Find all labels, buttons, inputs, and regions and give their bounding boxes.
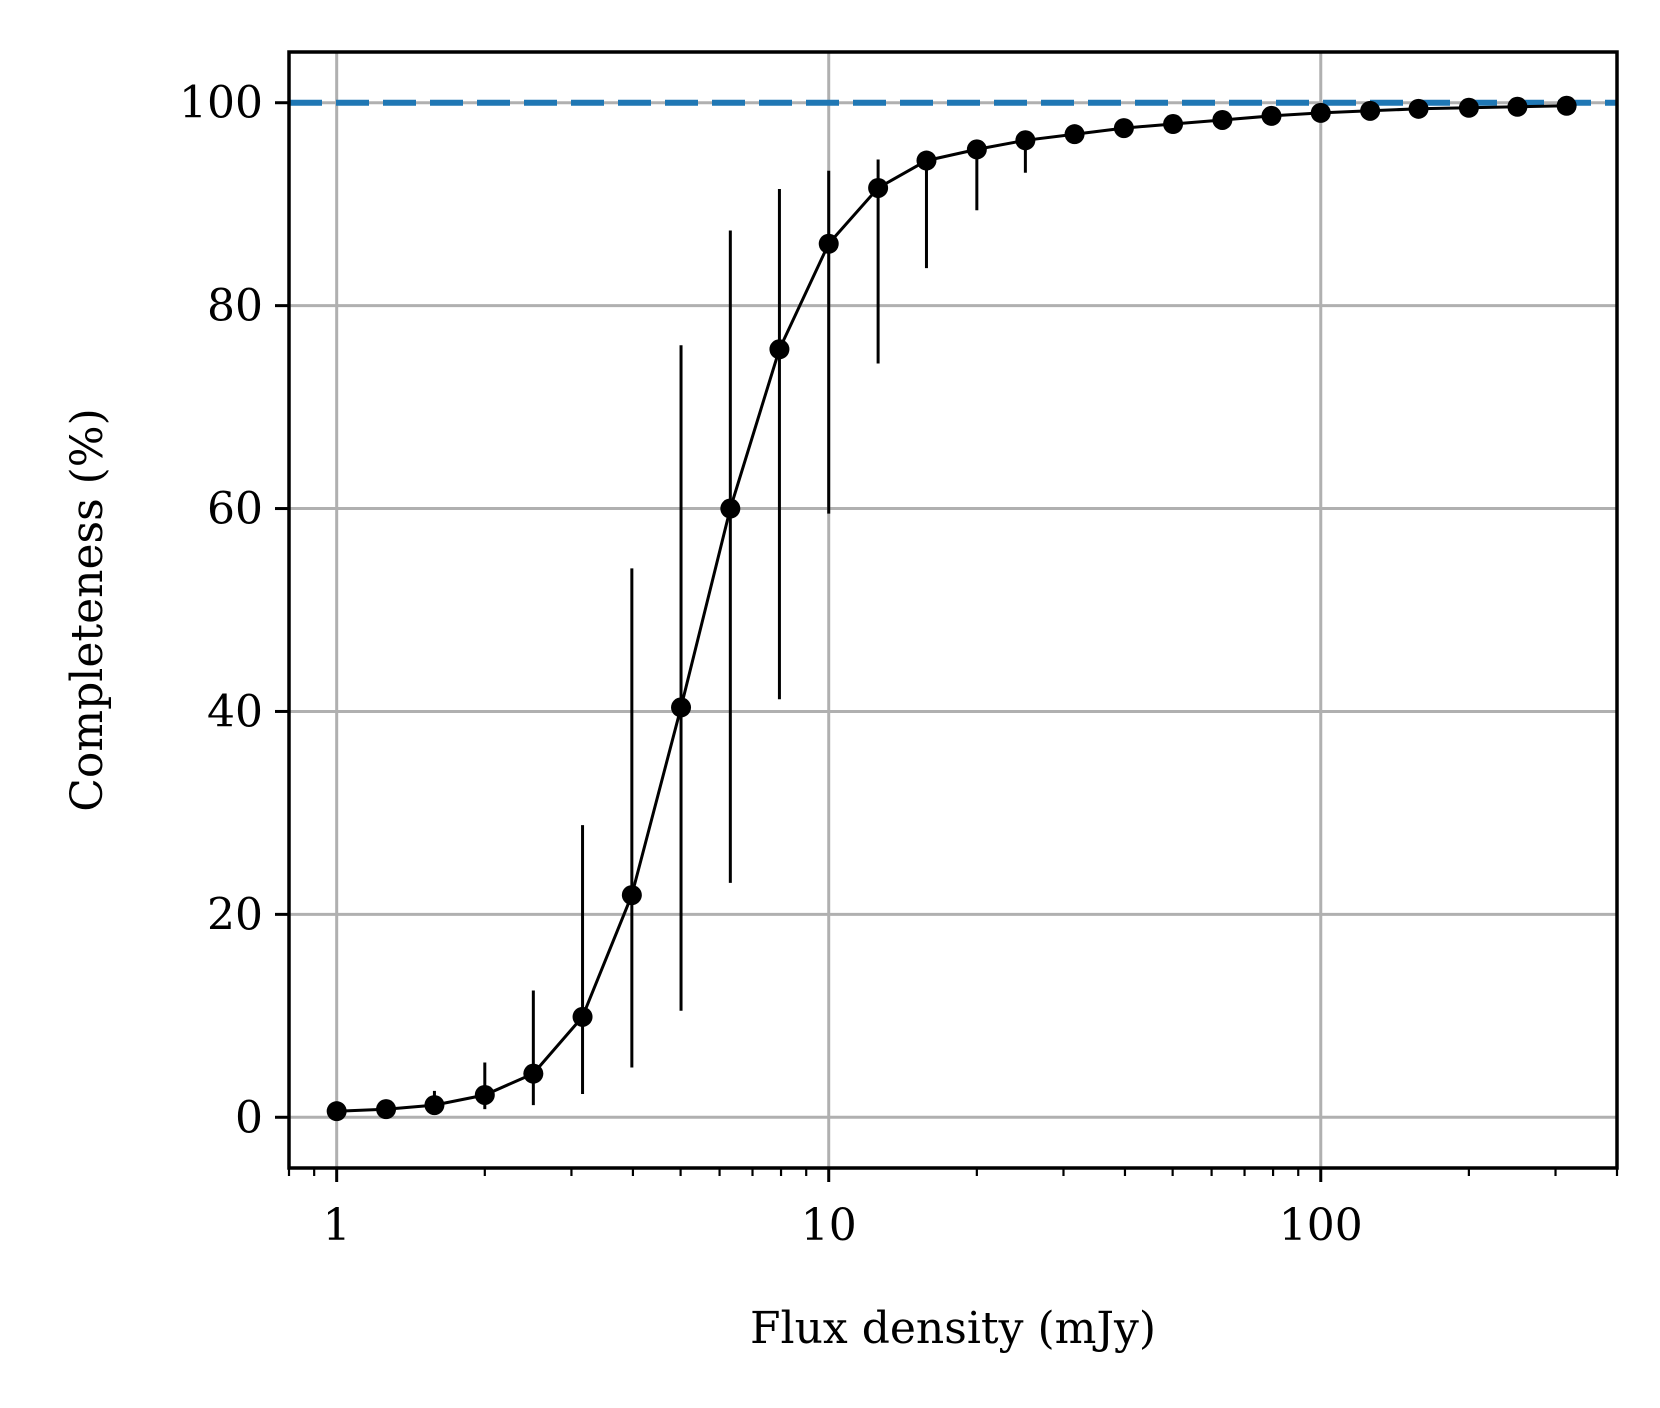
data-point: [1015, 130, 1036, 151]
data-point: [424, 1095, 445, 1116]
y-axis-title: Completeness (%): [62, 408, 113, 812]
x-tick-label: 100: [1279, 1200, 1363, 1251]
y-tick-label: 100: [179, 78, 263, 129]
data-point: [769, 339, 790, 360]
grid-lines: [289, 52, 1617, 1168]
data-point: [621, 885, 642, 906]
data-point: [376, 1099, 397, 1120]
data-point: [1408, 98, 1429, 119]
y-tick-label: 80: [207, 281, 263, 332]
data-point: [474, 1084, 495, 1105]
y-tick-label: 40: [207, 686, 263, 737]
data-point: [818, 233, 839, 254]
data-point: [1310, 102, 1331, 123]
data-point: [572, 1006, 593, 1027]
data-point: [1458, 97, 1479, 118]
data-point: [1556, 95, 1577, 116]
data-point: [326, 1101, 347, 1122]
data-point: [1507, 96, 1528, 117]
data-point: [1360, 100, 1381, 121]
data-point: [1212, 109, 1233, 130]
x-axis-ticks: 1 10 100: [287, 1168, 1619, 1251]
data-point: [523, 1063, 544, 1084]
y-axis-ticks: 0 20 40 60 80 100: [179, 78, 289, 1143]
data-point: [1261, 105, 1282, 126]
data-point: [966, 139, 987, 160]
data-point: [1163, 114, 1184, 135]
data-point: [671, 697, 692, 718]
series-line-layer: [336, 104, 1567, 1113]
data-point: [1113, 118, 1134, 139]
error-bars: [432, 134, 1077, 1110]
data-point: [720, 498, 741, 519]
data-point: [916, 150, 937, 171]
series-line: [336, 104, 1567, 1113]
y-tick-label: 20: [207, 889, 263, 940]
data-point: [868, 177, 889, 198]
data-points: [326, 95, 1577, 1122]
y-tick-label: 0: [235, 1092, 263, 1143]
x-axis-title: Flux density (mJy): [750, 1303, 1156, 1354]
plot-frame: [287, 50, 1619, 1170]
data-point: [1064, 124, 1085, 145]
y-tick-label: 60: [207, 484, 263, 535]
x-tick-label: 10: [801, 1200, 857, 1251]
x-tick-label: 1: [323, 1200, 351, 1251]
